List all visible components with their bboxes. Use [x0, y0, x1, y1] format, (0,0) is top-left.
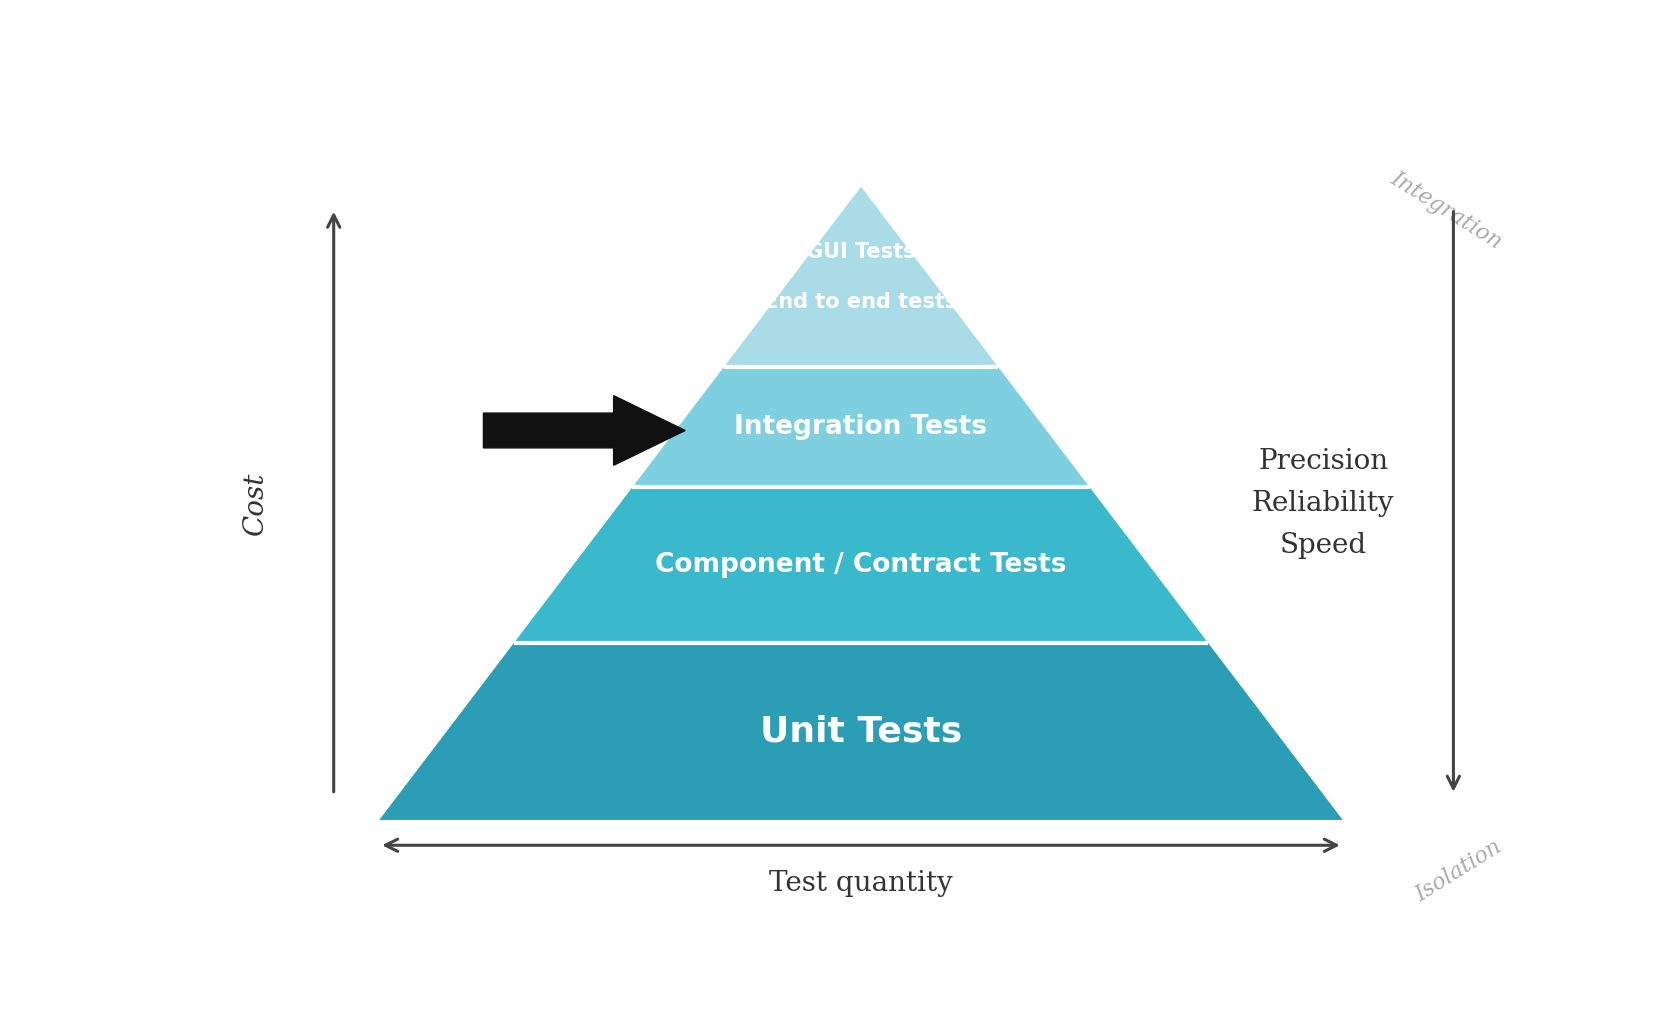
Text: End to end tests: End to end tests	[764, 292, 958, 313]
Polygon shape	[724, 187, 998, 367]
Text: Isolation: Isolation	[1411, 836, 1505, 907]
Text: Test quantity: Test quantity	[769, 870, 953, 896]
Text: GUI Tests: GUI Tests	[806, 242, 916, 261]
Text: Cost: Cost	[242, 472, 269, 535]
FancyArrow shape	[484, 396, 685, 466]
Text: Component / Contract Tests: Component / Contract Tests	[655, 552, 1067, 578]
Polygon shape	[380, 642, 1342, 820]
Text: Integration: Integration	[1386, 168, 1505, 254]
Text: Precision
Reliability
Speed: Precision Reliability Speed	[1252, 448, 1394, 558]
Text: Integration Tests: Integration Tests	[734, 414, 988, 440]
Text: Unit Tests: Unit Tests	[759, 714, 963, 748]
Polygon shape	[514, 487, 1208, 642]
Polygon shape	[632, 367, 1090, 487]
